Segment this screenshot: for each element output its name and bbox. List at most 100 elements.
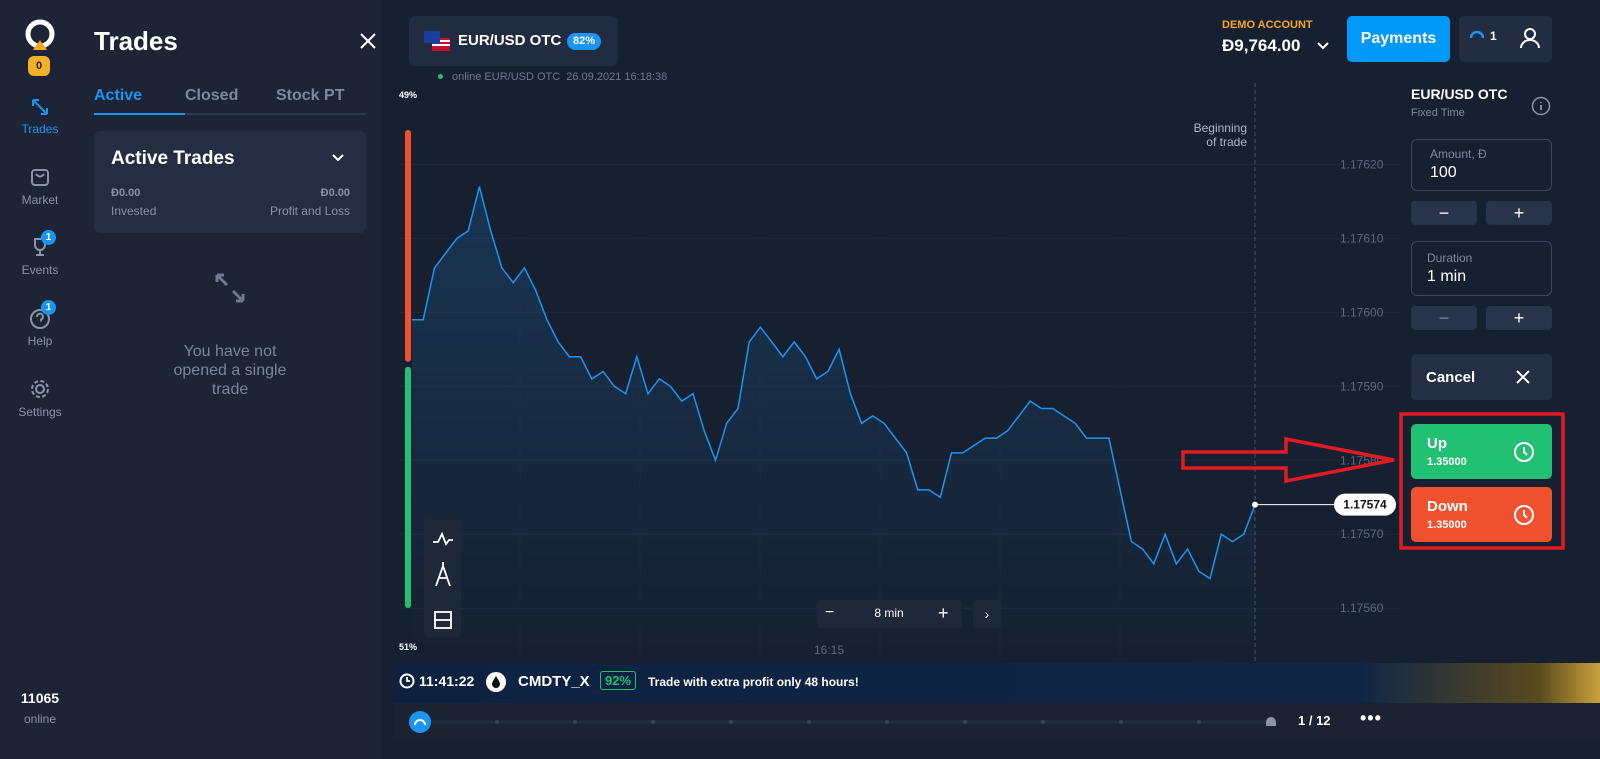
tab-underline xyxy=(94,113,366,115)
timeframe: 8 min xyxy=(874,606,904,620)
duration-box[interactable] xyxy=(1411,241,1552,296)
duration-minus[interactable]: − xyxy=(1411,306,1477,330)
sentiment-sell xyxy=(405,130,411,362)
card-title: Active Trades xyxy=(111,148,235,169)
tab-active[interactable]: Active xyxy=(94,87,143,104)
duration-plus[interactable]: + xyxy=(1486,306,1552,330)
duration-label: Duration xyxy=(1427,251,1473,265)
online-count: 11065 xyxy=(20,690,60,706)
current-price-pill xyxy=(1334,493,1396,516)
invested-label: Invested xyxy=(111,204,157,218)
ticker-time: 11:41:22 xyxy=(419,673,475,689)
sentiment-top: 49% xyxy=(399,90,417,100)
cancel-button[interactable] xyxy=(1411,354,1552,400)
nav-settings[interactable]: Settings xyxy=(18,405,62,419)
progress-dots xyxy=(409,711,1276,733)
y-tick-label: 1.17620 xyxy=(1340,157,1384,171)
cancel-icon[interactable] xyxy=(1516,370,1530,384)
ticker-page: 1 / 12 xyxy=(1298,713,1331,728)
close-panel[interactable] xyxy=(360,33,376,49)
payments-button[interactable]: Payments xyxy=(1347,16,1450,62)
ticker-asset-icon xyxy=(486,672,506,692)
timeframe-minus[interactable]: − xyxy=(825,604,835,621)
amount-box[interactable] xyxy=(1411,139,1552,191)
y-tick-label: 1.17610 xyxy=(1340,231,1384,245)
duration[interactable]: 1 min xyxy=(1427,268,1467,285)
tab-stock[interactable]: Stock PT xyxy=(276,87,345,104)
pnl-label: Profit and Loss xyxy=(269,204,350,218)
account-label: DEMO ACCOUNT xyxy=(1222,19,1313,31)
logo xyxy=(25,19,55,50)
price-line xyxy=(412,186,1256,580)
trades-icon[interactable] xyxy=(30,97,50,117)
amount-plus[interactable]: + xyxy=(1486,201,1552,225)
chart-tools[interactable] xyxy=(432,526,454,634)
cancel-label[interactable]: Cancel xyxy=(1426,369,1476,386)
sidebar xyxy=(0,0,80,759)
logo-badge: 0 xyxy=(28,56,50,76)
sentiment-buy xyxy=(405,366,411,608)
nav-help[interactable]: Help xyxy=(27,334,53,348)
amount[interactable]: 100 xyxy=(1430,164,1457,181)
card-chevron[interactable] xyxy=(332,154,344,162)
info-icon[interactable] xyxy=(1531,96,1551,116)
ticker-clock xyxy=(399,673,415,689)
empty-icon xyxy=(215,273,245,303)
empty-message: You have not opened a single trade xyxy=(173,343,287,398)
panel-title: Trades xyxy=(94,26,178,56)
asset-name[interactable]: EUR/USD OTC xyxy=(458,32,562,49)
current-price-label: 1.17574 xyxy=(1343,498,1387,512)
x-time-label: 16:15 xyxy=(814,643,844,657)
up-label[interactable]: Up xyxy=(1427,435,1447,452)
help-icon[interactable] xyxy=(29,308,51,330)
trade-asset: EUR/USD OTC xyxy=(1411,86,1508,102)
nav-market[interactable]: Market xyxy=(21,193,59,207)
ticker-payout: 92% xyxy=(600,671,637,690)
next-button[interactable]: › xyxy=(973,600,1001,628)
marker-label: of trade xyxy=(1206,135,1247,149)
price-area xyxy=(412,186,1255,660)
events-icon[interactable] xyxy=(30,237,50,257)
trade-mode: Fixed Time xyxy=(1411,107,1465,119)
down-label[interactable]: Down xyxy=(1427,498,1468,515)
account-chevron[interactable] xyxy=(1317,42,1329,50)
tab-closed[interactable]: Closed xyxy=(185,87,239,104)
market-icon[interactable] xyxy=(30,167,50,187)
invested-value: Đ0.00 xyxy=(111,187,141,199)
ticker-message: Trade with extra profit only 48 hours! xyxy=(648,675,859,689)
up-button[interactable] xyxy=(1411,424,1552,479)
ticker-symbol: CMDTY_X xyxy=(518,673,590,690)
up-clock xyxy=(1514,442,1534,462)
nav-trades[interactable]: Trades xyxy=(21,122,59,136)
annotation xyxy=(1181,412,1565,550)
amount-label: Amount, Đ xyxy=(1430,147,1487,161)
more-button[interactable]: ••• xyxy=(1360,708,1382,728)
trades-panel xyxy=(80,0,381,759)
current-price-dot xyxy=(1252,501,1258,508)
timeframe-control xyxy=(817,600,962,628)
user-icon[interactable] xyxy=(1518,26,1542,50)
settings-icon[interactable] xyxy=(29,378,51,400)
notifications: 1 xyxy=(1490,29,1497,43)
marker-label: Beginning xyxy=(1194,121,1247,135)
balance: Đ9,764.00 xyxy=(1222,36,1301,55)
y-tick-label: 1.17570 xyxy=(1340,527,1384,541)
ticker-bar[interactable] xyxy=(393,663,1600,703)
online-label: online xyxy=(23,712,57,726)
y-tick-label: 1.17590 xyxy=(1340,379,1384,393)
amount-minus[interactable]: − xyxy=(1411,201,1477,225)
nav-events[interactable]: Events xyxy=(21,263,59,277)
timeframe-plus[interactable]: + xyxy=(938,603,949,623)
events-badge: 1 xyxy=(41,230,56,245)
down-button[interactable] xyxy=(1411,487,1552,542)
online-dot xyxy=(438,74,443,79)
price-chart: 1.175601.175701.175801.175901.176001.176… xyxy=(399,83,1400,663)
help-badge: 1 xyxy=(41,300,56,315)
user-box[interactable] xyxy=(1459,16,1552,62)
tab-indicator xyxy=(94,113,185,115)
asset-payout: 82% xyxy=(567,33,602,50)
level-icon xyxy=(1470,30,1484,39)
chart-status: online EUR/USD OTC 26.09.2021 16:18:38 xyxy=(452,71,668,83)
flag-icon xyxy=(424,31,450,51)
